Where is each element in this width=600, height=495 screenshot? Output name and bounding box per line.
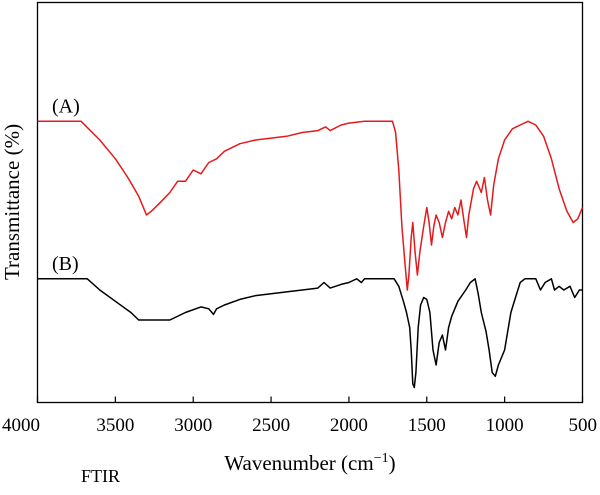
x-tick-label: 1000 [486, 415, 524, 436]
x-tick-label: 3000 [174, 415, 212, 436]
x-tick-label: 2000 [330, 415, 368, 436]
series-line-a [37, 120, 584, 291]
series-label-a: (A) [52, 95, 80, 117]
x-axis-title-close: ) [389, 451, 396, 475]
y-axis-title: Transmittance (%) [0, 124, 24, 280]
series-label-b: (B) [52, 253, 79, 275]
series-lines [37, 120, 584, 389]
x-axis-ticks [36, 396, 584, 403]
x-axis-title-exponent: −1 [374, 451, 389, 466]
x-axis-tick-labels: 4000 3500 3000 2500 2000 1500 1000 500 [2, 415, 597, 436]
x-tick-label: 1500 [408, 415, 446, 436]
x-tick-label: 4000 [2, 415, 40, 436]
x-tick-label: 500 [569, 415, 598, 436]
series-line-b [37, 278, 583, 389]
x-tick-label: 2500 [252, 415, 290, 436]
plot-frame [36, 1, 584, 404]
series-labels: (A) (B) [52, 95, 80, 275]
x-axis-title: Wavenumber (cm−1) [224, 451, 395, 475]
footer-label: FTIR [81, 466, 121, 486]
x-tick-label: 3500 [96, 415, 134, 436]
x-axis-title-main: Wavenumber (cm [224, 451, 373, 475]
